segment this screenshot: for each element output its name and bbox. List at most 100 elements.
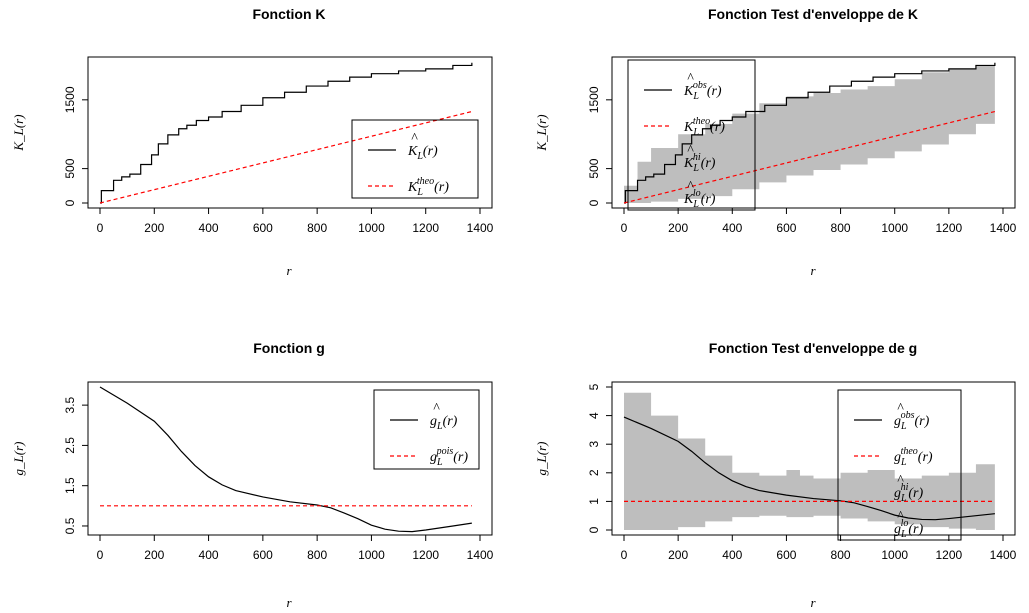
x-tick-label: 600: [776, 548, 796, 562]
envelope-band: [624, 62, 995, 203]
y-tick-label: 0: [63, 199, 77, 206]
x-tick-label: 600: [776, 221, 796, 235]
x-tick-label: 200: [668, 548, 688, 562]
legend-hat: ^: [687, 143, 694, 158]
x-tick-label: 0: [621, 221, 628, 235]
x-tick-label: 1000: [881, 548, 908, 562]
y-tick-label: 1500: [587, 86, 601, 113]
x-axis-label: r: [810, 263, 816, 278]
legend-label: KLobs(r): [683, 80, 722, 102]
y-tick-label: 0: [587, 526, 601, 533]
legend-label: gLhi(r): [894, 482, 923, 504]
legend-hat: ^: [411, 131, 418, 146]
chart-panel-2: Fonction Test d'enveloppe de K 0 200 400 600…: [534, 6, 1017, 278]
legend-hat: ^: [687, 179, 694, 194]
x-tick-label: 0: [97, 221, 104, 235]
chart-title: Fonction Test d'enveloppe de g: [709, 340, 917, 356]
y-tick-label: 4: [587, 412, 601, 419]
y-tick-label: 1500: [63, 86, 77, 113]
legend-hat: ^: [897, 401, 904, 416]
legend: KLobs(r)^KLtheo(r)KLhi(r)^KLlo(r)^: [627, 59, 756, 211]
legend-label: gLlo(r): [894, 518, 923, 540]
series-line-2: [623, 110, 996, 204]
series-line-1: [100, 62, 473, 204]
x-tick-label: 400: [722, 548, 742, 562]
x-tick-label: 200: [144, 221, 164, 235]
x-tick-label: 0: [97, 548, 104, 562]
legend-label: KLtheo(r): [407, 176, 449, 198]
y-tick-label: 500: [63, 158, 77, 178]
x-tick-label: 1400: [990, 548, 1017, 562]
x-tick-label: 400: [199, 221, 219, 235]
series-line-1: [99, 386, 472, 533]
chart-title: Fonction g: [253, 340, 325, 356]
y-tick-label: 3: [587, 441, 601, 448]
legend-label: gL(r): [430, 414, 458, 432]
y-axis-label: K_L(r): [534, 114, 549, 151]
x-tick-label: 1200: [936, 221, 963, 235]
legend-label: KL(r): [407, 144, 438, 162]
series-line-1: [624, 62, 996, 204]
y-tick-label: 0.5: [63, 517, 77, 534]
x-tick-label: 200: [144, 548, 164, 562]
plot-area: [623, 392, 995, 530]
plot-frame: [611, 56, 1016, 209]
x-tick-label: 1000: [358, 221, 385, 235]
y-tick-label: 1: [587, 498, 601, 505]
x-tick-label: 1200: [936, 548, 963, 562]
legend-label: gLtheo(r): [894, 446, 933, 468]
legend-hat: ^: [687, 71, 694, 86]
x-tick-label: 1400: [467, 221, 494, 235]
x-tick-label: 1200: [412, 548, 439, 562]
legend-label: KLlo(r): [683, 188, 716, 210]
y-tick-label: 5: [587, 383, 601, 390]
chart-panel-3: Fonction g 0 200 400 600 800 1000 1200 1400 0.5 1.…: [11, 340, 494, 610]
x-tick-label: 1000: [358, 548, 385, 562]
y-axis-label: K_L(r): [11, 114, 26, 151]
series-line-2: [99, 110, 473, 204]
plot-frame: [87, 381, 493, 536]
x-tick-label: 400: [722, 221, 742, 235]
legend: gLobs(r)^gLtheo(r)gLhi(r)^gLlo(r)^: [837, 389, 962, 541]
x-tick-label: 1400: [990, 221, 1017, 235]
envelope-band: [624, 392, 995, 530]
chart-title: Fonction K: [252, 6, 325, 22]
x-tick-label: 1400: [467, 548, 494, 562]
legend-box: [373, 389, 480, 470]
legend-label: KLhi(r): [683, 152, 716, 174]
legend-hat: ^: [897, 509, 904, 524]
plot-frame: [87, 56, 493, 209]
legend-hat: ^: [897, 473, 904, 488]
y-tick-label: 0: [587, 199, 601, 206]
legend-label: gLobs(r): [894, 410, 930, 432]
x-axis-label: r: [286, 595, 292, 610]
plot-area: [99, 386, 472, 533]
legend: gL(r)^ gLpois(r): [373, 389, 480, 470]
chart-panel-4: Fonction Test d'enveloppe de g 0 200 400 600…: [534, 340, 1017, 610]
chart-title: Fonction Test d'enveloppe de K: [708, 6, 918, 22]
y-tick-label: 2: [587, 469, 601, 476]
legend-box: [627, 59, 756, 211]
legend-label: gLpois(r): [430, 446, 468, 468]
legend-box: [837, 389, 962, 541]
plot-frame: [611, 381, 1016, 536]
x-tick-label: 1200: [412, 221, 439, 235]
y-tick-label: 500: [587, 158, 601, 178]
legend: KL(r)^ KLtheo(r): [351, 119, 479, 199]
x-axis-label: r: [810, 595, 816, 610]
series-line-1: [623, 416, 995, 521]
x-tick-label: 800: [307, 548, 327, 562]
x-tick-label: 1000: [881, 221, 908, 235]
y-axis-label: g_L(r): [11, 442, 26, 476]
x-tick-label: 0: [621, 548, 628, 562]
x-tick-label: 600: [253, 548, 273, 562]
x-tick-label: 800: [307, 221, 327, 235]
y-tick-label: 3.5: [63, 396, 77, 413]
x-tick-label: 400: [199, 548, 219, 562]
plot-area: [99, 62, 473, 204]
y-tick-label: 1.5: [63, 477, 77, 494]
legend-hat: ^: [433, 401, 440, 416]
legend-box: [351, 119, 479, 199]
legend-label: KLtheo(r): [683, 116, 725, 138]
